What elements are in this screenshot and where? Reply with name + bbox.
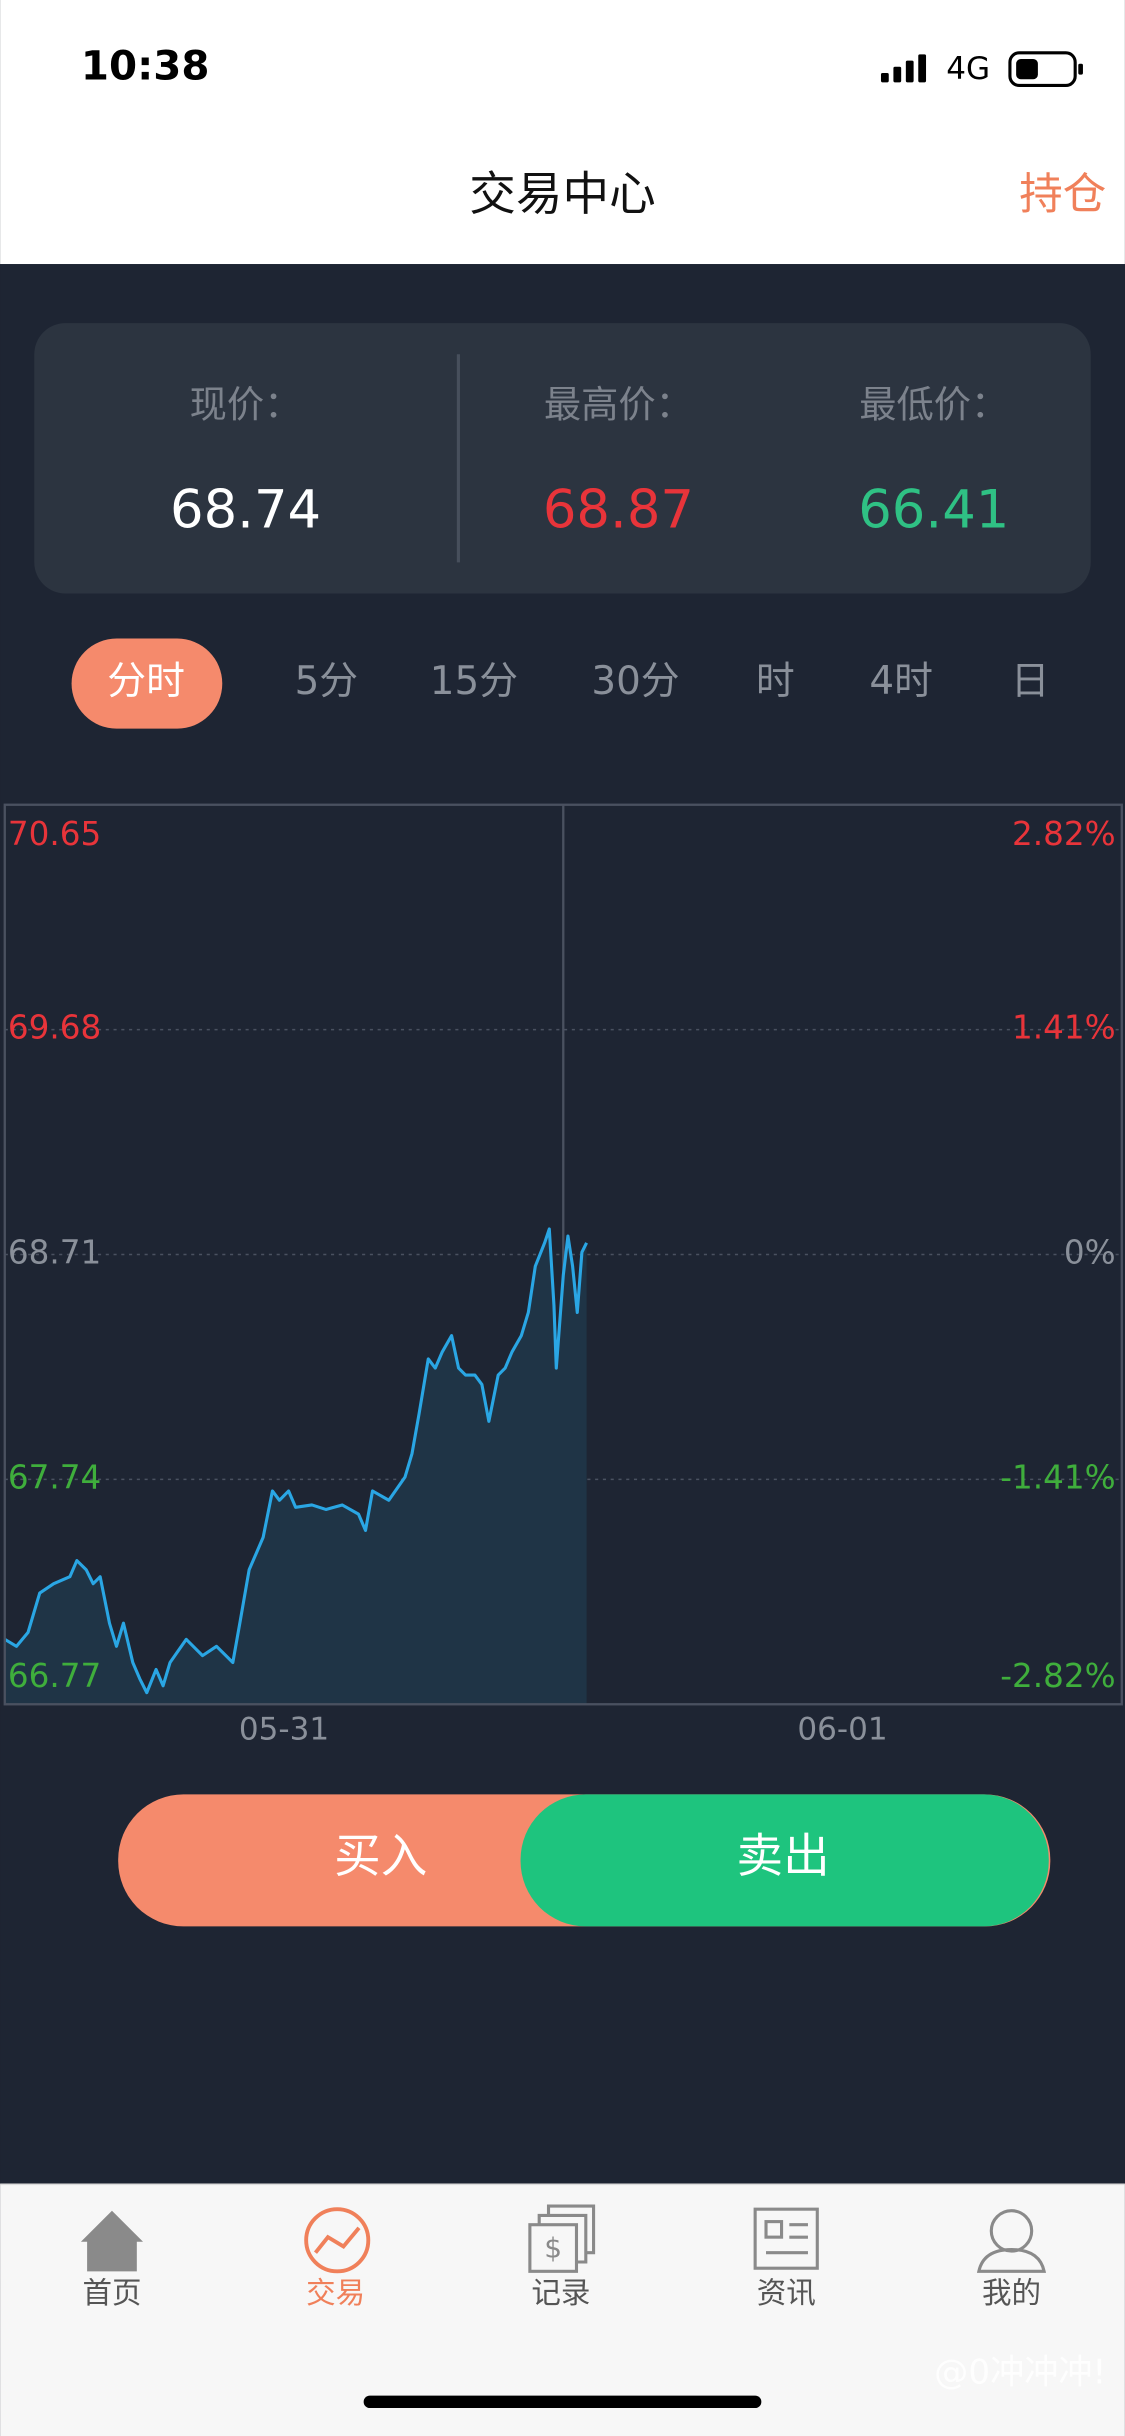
header-title: 交易中心 xyxy=(469,167,655,221)
tab-bar: 首页 交易 记录 资讯 我的 xyxy=(82,2276,1041,2310)
price-label: 最高价： xyxy=(544,383,693,427)
record-icon[interactable]: $ xyxy=(528,2204,596,2273)
y2-tick-label: 0% xyxy=(1064,1234,1116,1272)
battery-icon xyxy=(1008,51,1083,87)
y-tick-label: 67.74 xyxy=(8,1458,101,1496)
status-network: 4G xyxy=(946,51,990,87)
sell-button[interactable] xyxy=(520,1794,1049,1927)
price-line xyxy=(3,1227,588,1695)
y2-tick-label: 2.82% xyxy=(1012,815,1116,853)
x-tick-label: 05-31 xyxy=(239,1712,329,1748)
price-area xyxy=(4,1229,587,1705)
period-tab[interactable]: 日 xyxy=(1011,659,1050,704)
y-tick-label: 66.77 xyxy=(8,1657,101,1695)
tab-label[interactable]: 首页 xyxy=(82,2276,141,2310)
status-time: 10:38 xyxy=(81,42,210,89)
y2-tick-label: -2.82% xyxy=(1000,1657,1115,1695)
watermark: @0冲冲冲! xyxy=(934,2352,1106,2392)
period-tab[interactable]: 30分 xyxy=(591,659,679,704)
header-action[interactable]: 持仓 xyxy=(1019,170,1106,220)
sell-label[interactable]: 卖出 xyxy=(737,1829,830,1883)
y2-tick-label: 1.41% xyxy=(1012,1009,1116,1047)
tab-bar-bg xyxy=(0,2184,1125,2436)
svg-text:$: $ xyxy=(544,2232,562,2265)
profile-icon[interactable] xyxy=(976,2209,1047,2273)
x-tick-label: 06-01 xyxy=(797,1712,887,1748)
tab-active-pill[interactable] xyxy=(71,638,223,729)
period-tab[interactable]: 4时 xyxy=(869,659,933,704)
tab-label[interactable]: 我的 xyxy=(982,2276,1041,2310)
price-label: 现价： xyxy=(190,383,302,427)
y-tick-label: 70.65 xyxy=(8,815,101,853)
price-label: 最低价： xyxy=(859,383,1008,427)
plot-frame xyxy=(3,803,1123,1706)
period-tabs: 分时 5分 15分 30分 时 4时 日 xyxy=(107,659,1049,704)
price-panel xyxy=(34,323,1091,594)
home-icon[interactable] xyxy=(80,2210,144,2272)
y2-tick-label: -1.41% xyxy=(1000,1458,1115,1496)
news-icon[interactable] xyxy=(753,2207,819,2270)
price-value: 68.74 xyxy=(170,479,321,540)
period-tab[interactable]: 15分 xyxy=(430,659,518,704)
tab-label[interactable]: 资讯 xyxy=(757,2276,816,2310)
period-tab[interactable]: 分时 xyxy=(107,659,185,704)
home-indicator xyxy=(363,2395,762,2409)
signal-icon xyxy=(880,54,927,83)
tab-label[interactable]: 记录 xyxy=(531,2276,590,2310)
price-value: 66.41 xyxy=(858,479,1009,540)
y-tick-label: 68.71 xyxy=(8,1234,101,1272)
chart: 70.65 69.68 68.71 67.74 66.77 2.82% 1.41% 0% -1.… xyxy=(3,803,1123,1748)
y-tick-label: 69.68 xyxy=(8,1009,101,1047)
tab-label[interactable]: 交易 xyxy=(306,2276,365,2310)
buy-label[interactable]: 买入 xyxy=(334,1829,427,1883)
period-tab[interactable]: 5分 xyxy=(295,659,359,704)
price-value: 68.87 xyxy=(543,479,694,540)
trade-icon[interactable] xyxy=(304,2207,371,2274)
period-tab[interactable]: 时 xyxy=(756,659,795,704)
top-bar-bg xyxy=(0,0,1125,265)
